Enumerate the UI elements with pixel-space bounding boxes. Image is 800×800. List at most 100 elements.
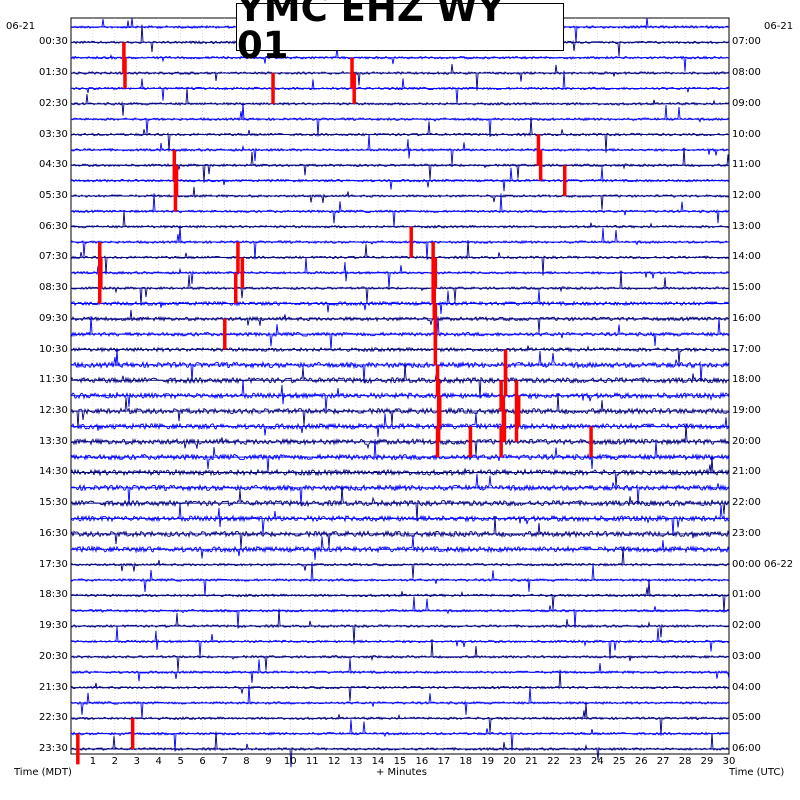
clipped-event-mark [350,57,354,89]
seismic-trace [70,379,730,412]
chart-title-box: YMC EHZ WY 01 [236,0,564,64]
clipped-event-mark [130,718,135,749]
clipped-event-mark [431,242,435,273]
left-time-label: 11:30 [39,374,68,386]
left-time-label: 09:30 [39,312,68,324]
seismic-trace [70,412,730,438]
clipped-event-mark [234,272,238,304]
left-time-label: 23:30 [39,743,68,754]
right-time-label: 13:00 [732,220,761,232]
clipped-event-mark [589,426,593,458]
right-time-label: 08:00 [732,67,761,79]
x-tick-label: 27 [656,756,670,767]
right-time-label: 14:00 [732,251,761,263]
clipped-event-mark [503,364,508,396]
right-time-label: 22:00 [732,497,761,509]
left-date-label: 06-21 [6,21,36,32]
x-tick-label: 7 [221,756,228,767]
x-tick-label: 17 [437,756,451,767]
clipped-event-mark [563,165,567,196]
left-axis-label: Time (MDT) [14,767,72,778]
x-axis-label: + Minutes [376,767,427,778]
left-time-label: 06:30 [39,220,68,232]
left-time-label: 07:30 [39,251,68,263]
right-time-label: 01:00 [732,589,761,601]
right-time-label: 23:00 [732,527,761,539]
right-time-label: 17:00 [732,343,761,355]
x-tick-label: 8 [243,756,250,767]
clipped-event-mark [76,733,80,765]
clipped-event-mark [502,411,507,442]
right-time-label: 03:00 [732,650,761,662]
x-tick-label: 23 [569,756,582,767]
right-time-label: 00:00 06-22 [732,558,794,570]
x-tick-label: 9 [265,756,272,767]
clipped-event-mark [432,288,436,319]
x-tick-label: 14 [371,756,385,767]
right-time-label: 02:00 [732,620,761,632]
clipped-event-mark [516,395,521,427]
clipped-event-mark [172,149,177,181]
clipped-event-mark [538,149,543,181]
clipped-event-mark [536,134,541,166]
right-time-label: 10:00 [732,128,761,140]
left-time-label: 17:30 [39,558,68,570]
right-time-label: 16:00 [732,312,761,324]
left-time-label: 15:30 [39,497,68,509]
clipped-event-mark [271,73,275,104]
right-time-label: 07:00 [732,36,761,48]
right-time-label: 21:00 [732,466,761,478]
seismic-trace [70,423,730,456]
seismic-trace [70,393,730,429]
left-time-label: 04:30 [39,159,68,171]
right-time-label: 19:00 [732,405,761,417]
x-tick-label: 6 [199,756,206,767]
x-tick-label: 1 [89,756,97,767]
clipped-event-mark [240,257,245,289]
seismic-trace [70,502,730,537]
left-time-label: 02:30 [39,97,68,109]
right-time-label: 04:00 [732,681,761,693]
chart-title: YMC EHZ WY 01 [237,0,505,67]
seismic-trace [70,473,730,506]
left-time-label: 18:30 [39,589,68,601]
clipped-event-mark [409,226,413,258]
left-time-label: 19:30 [39,620,68,632]
seismic-trace [70,316,730,351]
right-time-label: 12:00 [732,189,761,201]
right-time-label: 09:00 [732,97,761,109]
left-time-label: 20:30 [39,650,68,662]
x-tick-label: 13 [349,756,363,767]
clipped-event-mark [223,318,227,350]
right-time-label: 05:00 [732,712,761,724]
x-tick-label: 5 [177,756,184,767]
x-tick-label: 29 [700,756,714,767]
left-time-label: 14:30 [39,466,68,478]
left-time-label: 22:30 [39,712,68,724]
x-tick-label: 21 [525,756,538,767]
clipped-event-mark [435,426,440,458]
left-time-label: 16:30 [39,527,68,539]
clipped-event-mark [352,73,356,104]
seismic-trace [70,719,730,752]
clipped-event-mark [123,57,127,89]
right-time-label: 20:00 [732,435,761,447]
right-axis-label: Time (UTC) [729,767,785,778]
clipped-event-mark [436,411,441,442]
clipped-event-mark [468,426,473,458]
clipped-event-mark [499,380,503,412]
x-tick-label: 25 [612,756,626,767]
clipped-event-mark [499,426,503,458]
x-tick-label: 20 [503,756,516,767]
clipped-event-mark [98,272,102,304]
clipped-event-mark [514,411,519,442]
left-time-label: 10:30 [39,343,68,355]
right-time-label: 11:00 [732,159,761,171]
clipped-event-mark [433,257,438,289]
left-time-label: 03:30 [39,128,68,140]
left-time-label: 13:30 [39,435,68,447]
left-time-label: 12:30 [39,405,68,417]
x-tick-label: 15 [393,756,407,767]
plot-frame [70,17,730,755]
x-tick-label: 12 [327,756,341,767]
